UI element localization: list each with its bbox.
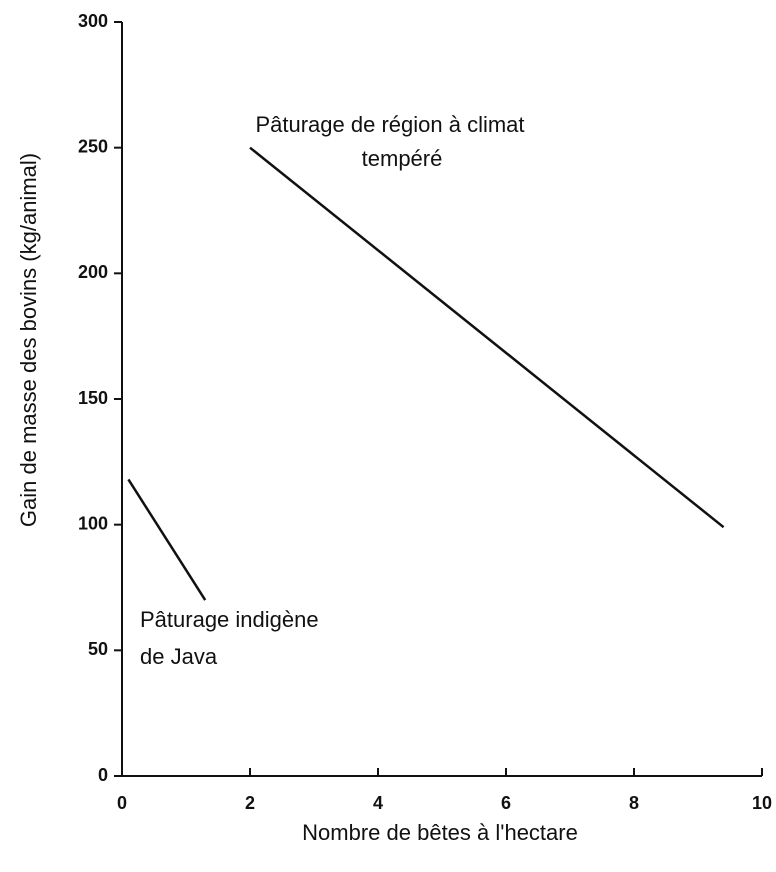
- y-tick-label: 200: [78, 262, 108, 282]
- x-axis-label: Nombre de bêtes à l'hectare: [302, 820, 578, 845]
- annotation: Pâturage de région à climat: [255, 112, 524, 137]
- x-tick-label: 8: [629, 793, 639, 813]
- y-tick-label: 150: [78, 388, 108, 408]
- y-axis-label: Gain de masse des bovins (kg/animal): [16, 153, 41, 527]
- x-tick-label: 0: [117, 793, 127, 813]
- annotation: tempéré: [362, 146, 443, 171]
- annotation: Pâturage indigène: [140, 607, 319, 632]
- y-tick-label: 100: [78, 513, 108, 533]
- x-tick-label: 6: [501, 793, 511, 813]
- y-tick-label: 0: [98, 765, 108, 785]
- y-tick-label: 300: [78, 11, 108, 31]
- data-line: [127, 478, 207, 601]
- x-tick-label: 10: [752, 793, 772, 813]
- y-tick-label: 50: [88, 639, 108, 659]
- annotation: de Java: [140, 644, 218, 669]
- x-tick-label: 2: [245, 793, 255, 813]
- data-line: [249, 146, 725, 529]
- y-tick-label: 250: [78, 136, 108, 156]
- x-tick-label: 4: [373, 793, 383, 813]
